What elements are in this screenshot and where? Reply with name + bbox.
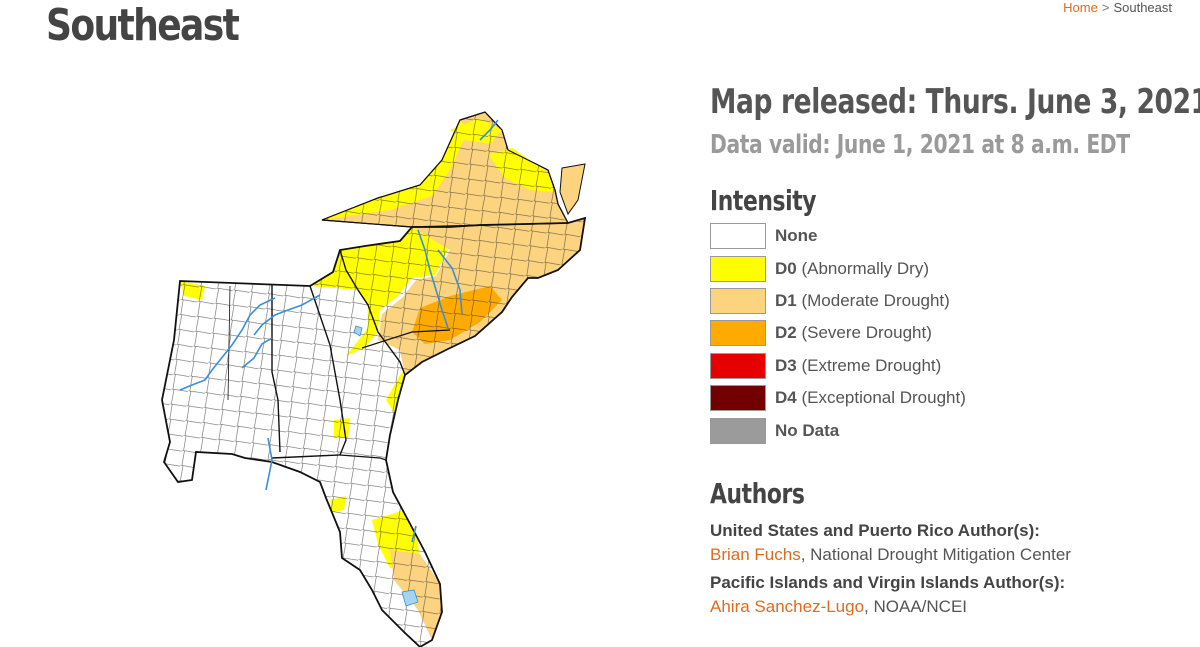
author-link-brian-fuchs[interactable]: Brian Fuchs <box>710 544 801 564</box>
legend-item-d4: D4 (Exceptional Drought) <box>710 382 1180 414</box>
author-org: , NOAA/NCEI <box>864 596 968 616</box>
legend-swatch-d3 <box>710 352 766 379</box>
author-link-ahira-sanchez-lugo[interactable]: Ahira Sanchez-Lugo <box>710 596 865 616</box>
legend-item-d2: D2 (Severe Drought) <box>710 317 1180 349</box>
legend-swatch-d1 <box>710 287 766 314</box>
drought-map-svg <box>161 111 587 647</box>
legend-swatch-d4 <box>710 385 766 412</box>
author-line: Ahira Sanchez-Lugo, NOAA/NCEI <box>710 597 1180 617</box>
breadcrumb-separator: > <box>1101 0 1110 15</box>
legend-item-d1: D1 (Moderate Drought) <box>710 285 1180 317</box>
author-group-label: United States and Puerto Rico Author(s): <box>710 520 1040 540</box>
legend-code: D3 <box>775 355 797 375</box>
breadcrumb-current: Southeast <box>1113 0 1172 15</box>
intensity-heading: Intensity <box>710 184 817 217</box>
legend-swatch-none <box>710 223 766 250</box>
author-group-us: United States and Puerto Rico Author(s):… <box>710 521 1180 565</box>
map-released-date: Map released: Thurs. June 3, 2021 <box>710 82 1200 122</box>
legend-code: D2 <box>775 323 797 343</box>
state-borders <box>161 216 587 647</box>
legend-label: No Data <box>775 420 840 440</box>
legend-swatch-no-data <box>710 417 766 444</box>
legend-code: D1 <box>775 290 797 310</box>
legend-item-d3: D3 (Extreme Drought) <box>710 350 1180 382</box>
legend-label: (Severe Drought) <box>801 323 932 343</box>
author-group-pacific: Pacific Islands and Virgin Islands Autho… <box>710 573 1180 617</box>
legend-code: D4 <box>775 388 797 408</box>
legend-item-none: None <box>710 220 1180 252</box>
author-group-label: Pacific Islands and Virgin Islands Autho… <box>710 572 1066 592</box>
legend-label: (Moderate Drought) <box>801 290 950 310</box>
lakes <box>353 325 419 607</box>
page-title: Southeast <box>46 0 240 51</box>
breadcrumb: Home > Southeast <box>1063 0 1172 15</box>
data-valid-date: Data valid: June 1, 2021 at 8 a.m. EDT <box>710 130 1130 160</box>
legend-swatch-d2 <box>710 320 766 347</box>
legend-label: (Exceptional Drought) <box>801 388 966 408</box>
drought-map[interactable] <box>150 100 600 647</box>
legend-item-no-data: No Data <box>710 414 1180 446</box>
legend-item-d0: D0 (Abnormally Dry) <box>710 252 1180 284</box>
legend-label: None <box>775 226 818 246</box>
map-info-panel: Map released: Thurs. June 3, 2021 Data v… <box>710 82 1200 617</box>
legend-swatch-d0 <box>710 255 766 282</box>
rivers <box>179 119 499 543</box>
breadcrumb-home-link[interactable]: Home <box>1063 0 1098 15</box>
intensity-legend: None D0 (Abnormally Dry) D1 (Moderate Dr… <box>710 220 1180 447</box>
legend-label: (Extreme Drought) <box>801 355 942 375</box>
author-line: Brian Fuchs, National Drought Mitigation… <box>710 545 1180 565</box>
legend-code: D0 <box>775 258 797 278</box>
authors-heading: Authors <box>710 476 805 510</box>
southeast-states <box>162 218 585 647</box>
virginia-region <box>321 111 586 228</box>
legend-label: (Abnormally Dry) <box>801 258 929 278</box>
author-org: , National Drought Mitigation Center <box>800 544 1071 564</box>
